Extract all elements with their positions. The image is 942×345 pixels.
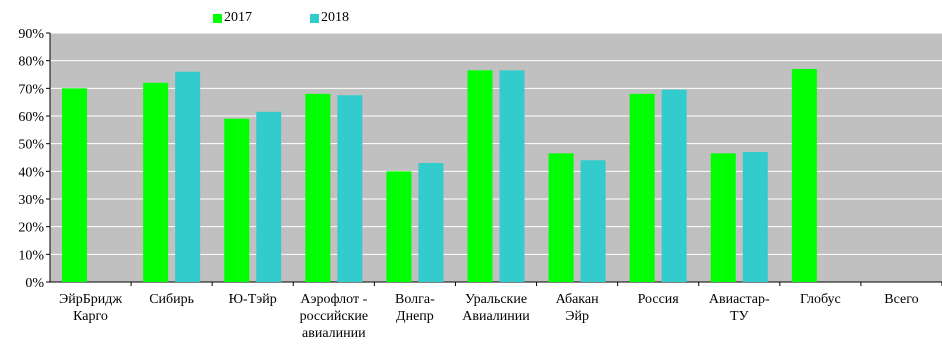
x-tick-label: ЭйрБридж Карго <box>59 292 122 324</box>
legend-label-2018: 2018 <box>321 10 349 25</box>
legend-swatch-2018 <box>310 13 319 23</box>
x-tick-label: Авиастар-ТУ <box>709 292 770 324</box>
bar-2017 <box>710 153 736 282</box>
x-tick-label: Сибирь <box>149 292 194 307</box>
x-tick-label: Аэрофлот -российские авиалинии <box>300 292 368 341</box>
legend: 2017 <box>213 9 252 27</box>
y-tick-label: 30% <box>18 193 44 208</box>
bar-2017 <box>548 153 574 282</box>
bar-2018 <box>742 151 768 282</box>
x-tick-label: Волга-Днепр <box>395 292 435 324</box>
bar-2017 <box>467 70 493 282</box>
y-tick-label: 60% <box>18 110 44 125</box>
bar-2017 <box>629 93 655 282</box>
y-tick-label: 20% <box>18 221 44 236</box>
legend: 2018 <box>310 9 349 27</box>
bar-2018 <box>256 111 282 282</box>
y-tick-label: 50% <box>18 138 44 153</box>
bar-2017 <box>305 93 331 282</box>
x-tick-label: Ю-Тэйр <box>229 292 277 307</box>
x-tick-label: Абакан Эйр <box>556 292 600 324</box>
legend-swatch-2017 <box>213 13 222 23</box>
y-tick-label: 10% <box>18 248 44 263</box>
y-tick-label: 80% <box>18 55 44 70</box>
bar-2018 <box>580 160 606 282</box>
x-tick-label: Россия <box>638 292 680 307</box>
bar-2017 <box>386 171 412 282</box>
y-tick-label: 40% <box>18 165 44 180</box>
bar-2018 <box>499 70 525 282</box>
bar-2018 <box>337 95 363 282</box>
legend-label-2017: 2017 <box>224 10 252 25</box>
bar-2017 <box>791 68 817 282</box>
x-tick-label: Глобус <box>800 292 841 307</box>
x-tick-label: Всего <box>884 292 918 307</box>
bar-2018 <box>661 89 687 282</box>
x-tick-label: Уральские Авиалинии <box>462 292 530 324</box>
y-tick-label: 70% <box>18 82 44 97</box>
y-tick-label: 0% <box>25 276 44 291</box>
bar-2017 <box>62 88 88 282</box>
bar-2017 <box>143 82 169 282</box>
y-tick-label: 90% <box>18 27 44 42</box>
bar-2018 <box>175 71 201 282</box>
bar-2017 <box>224 118 250 283</box>
bar-2018 <box>418 163 444 282</box>
